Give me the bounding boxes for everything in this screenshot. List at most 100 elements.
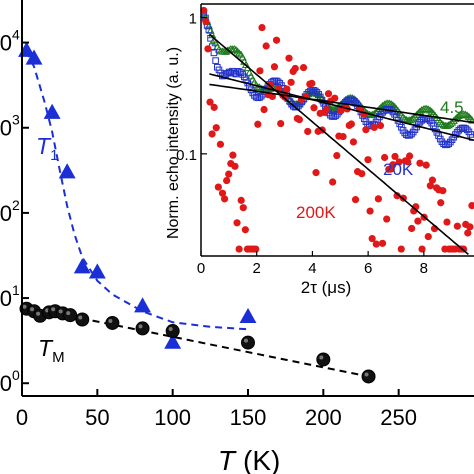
inset-legend-45: 4.5 [440, 98, 464, 117]
inset-point-200k [439, 187, 447, 195]
y-tick-label: 10 [0, 286, 12, 311]
inset-point-20k [453, 128, 461, 136]
inset-point-20k [227, 69, 235, 77]
inset-point-200k [416, 159, 424, 167]
inset-point-200k [408, 224, 416, 233]
series-label-t1: T1 [36, 133, 58, 164]
inset-point-45 [348, 94, 357, 102]
inset-point-45 [454, 111, 463, 120]
inset-fit-0 [209, 83, 474, 124]
y-tick-label: 10 [0, 201, 12, 226]
tm-point-highlight [78, 315, 83, 320]
inset-point-200k [304, 127, 312, 136]
inset-point-20k [327, 111, 334, 119]
inset-chart: 0 2 4 6 8 1 0.1 Norm. echo intensity (a. u.) 2… [165, 3, 474, 297]
inset-legend-20k: 20K [383, 160, 414, 179]
inset-point-20k [210, 49, 218, 57]
inset-point-200k [339, 132, 347, 141]
inset-x-tick-label: 6 [364, 260, 372, 277]
t1-point [164, 333, 182, 349]
inset-point-20k [445, 140, 452, 148]
inset-point-20k [310, 86, 317, 94]
inset-point-200k [254, 120, 262, 128]
t1-point [43, 103, 61, 119]
inset-point-200k [468, 202, 474, 210]
x-axis-label-symbol: T [218, 445, 237, 474]
inset-point-200k [216, 140, 225, 148]
inset-point-200k [225, 170, 233, 178]
inset-point-200k [397, 245, 405, 253]
x-axis-label-unit: (K) [243, 445, 280, 474]
inset-point-45 [400, 114, 409, 122]
inset-axes: 0 2 4 6 8 1 0.1 [176, 3, 474, 277]
tm-point-highlight [244, 338, 248, 343]
inset-point-20k [333, 110, 341, 118]
inset-point-200k [414, 217, 422, 225]
inset-point-200k [378, 239, 387, 247]
tm-point-highlight [364, 372, 369, 377]
inset-marks [199, 6, 474, 256]
inset-point-200k [383, 215, 391, 223]
x-tick-label: 150 [230, 405, 267, 430]
inset-point-200k [418, 245, 426, 253]
inset-point-200k [403, 158, 412, 166]
inset-point-200k [370, 123, 378, 132]
y-tick-label: 10 [0, 31, 12, 56]
inset-point-45 [422, 104, 431, 112]
tm-point-highlight [319, 355, 324, 360]
inset-x-tick-label: 2 [253, 260, 261, 277]
fit-line-1 [21, 305, 369, 378]
inset-point-200k [256, 67, 264, 75]
inset-point-20k [274, 78, 282, 86]
inset-point-45 [417, 106, 426, 114]
inset-point-200k [405, 152, 414, 160]
inset-point-200k [285, 54, 293, 62]
inset-point-20k [295, 102, 302, 110]
inset-point-20k [311, 87, 319, 95]
tm-point [241, 335, 255, 350]
inset-point-45 [231, 45, 241, 53]
y-tick-exponent: 3 [12, 112, 20, 128]
inset-point-200k [329, 178, 337, 186]
x-tick-label: 250 [380, 405, 417, 430]
tm-point-highlight [138, 324, 143, 329]
inset-point-45 [405, 116, 414, 124]
tm-point-highlight [51, 307, 56, 312]
inset-point-200k [331, 94, 339, 102]
inset-point-200k [372, 240, 380, 248]
tm-point-highlight [45, 308, 50, 313]
inset-point-45 [464, 112, 474, 120]
inset-point-200k [351, 196, 360, 204]
inset-point-20k [403, 131, 410, 139]
inset-point-200k [466, 223, 474, 231]
inset-fit-1 [209, 73, 474, 141]
inset-point-45 [447, 118, 457, 126]
inset-point-200k [229, 151, 237, 159]
inset-point-200k [347, 120, 355, 128]
inset-point-200k [291, 64, 299, 73]
inset-point-20k [460, 124, 468, 132]
inset-point-200k [212, 124, 220, 132]
inset-point-200k [295, 115, 303, 124]
inset-point-200k [391, 152, 399, 161]
main-marks [18, 41, 376, 384]
inset-point-200k [358, 170, 366, 178]
inset-point-200k [333, 151, 341, 160]
inset-point-200k [349, 138, 358, 146]
inset-point-200k [283, 85, 291, 93]
t1-point [239, 307, 257, 324]
inset-point-200k [366, 207, 374, 215]
y-tick-label: 10 [0, 371, 12, 396]
inset-point-45 [410, 112, 420, 120]
inset-point-200k [312, 169, 320, 177]
inset-point-20k [230, 69, 238, 77]
inset-point-200k [260, 105, 268, 114]
y-tick-exponent: 4 [12, 27, 20, 43]
inset-point-45 [398, 113, 408, 121]
inset-point-200k [268, 92, 276, 101]
inset-point-200k [374, 195, 382, 203]
inset-point-200k [252, 245, 260, 253]
inset-point-45 [230, 44, 239, 53]
inset-point-45 [424, 105, 433, 113]
